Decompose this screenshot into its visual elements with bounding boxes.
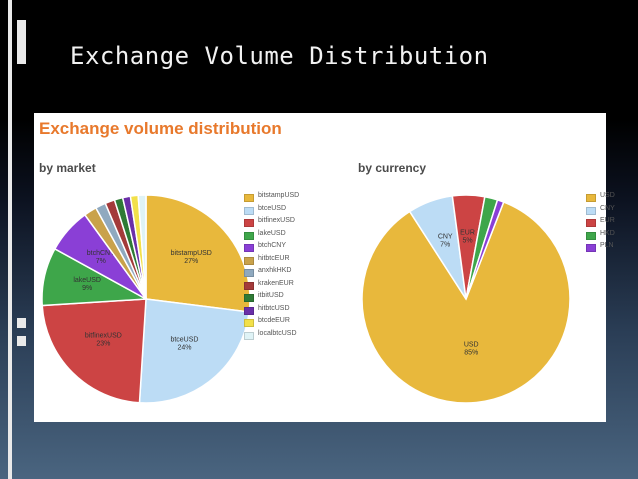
decor-block — [17, 336, 26, 346]
legend-swatch — [244, 194, 254, 202]
slice-data-label: btceUSD 24% — [170, 336, 198, 351]
pie-slice — [361, 201, 571, 404]
legend-label: bitstampUSD — [258, 192, 300, 199]
legend-swatch — [244, 281, 254, 290]
legend-label: btcdeEUR — [258, 317, 290, 324]
legend-label: btchCNY — [258, 242, 287, 249]
legend-label: HKD — [600, 229, 615, 237]
slice-data-label: EUR 5% — [460, 230, 475, 245]
decor-block — [17, 318, 26, 328]
pie-slice — [41, 298, 147, 404]
legend-label: anxhkHKD — [258, 267, 292, 274]
legend-swatch — [586, 231, 596, 240]
legend-label: hitbtcUSD — [258, 304, 290, 312]
legend-swatch — [244, 231, 254, 240]
legend-swatch — [244, 306, 254, 315]
slice-data-label: USD 85% — [464, 342, 479, 357]
legend-swatch — [586, 194, 596, 202]
legend-swatch — [586, 244, 596, 252]
legend-swatch — [244, 331, 254, 340]
slide-decoration — [0, 0, 28, 479]
currency-pie-chart: USD 85% CNY 7% EUR 5% — [361, 194, 571, 404]
legend-label: EUR — [600, 217, 615, 224]
pie-slice — [145, 194, 251, 313]
by-currency-label: by currency — [358, 161, 427, 175]
panel-title: Exchange volume distribution — [39, 119, 282, 138]
pie-slice — [137, 194, 147, 300]
legend-label: PLN — [600, 242, 614, 249]
legend-swatch — [244, 244, 254, 252]
legend-swatch — [244, 256, 254, 265]
legend-swatch — [244, 219, 254, 227]
legend-label: krakenEUR — [258, 279, 294, 287]
legend-label: hitbtcEUR — [258, 254, 290, 262]
legend-label: bitfinexUSD — [258, 217, 295, 224]
legend-label: CNY — [600, 204, 615, 212]
slice-data-label: bitstampUSD 27% — [171, 250, 212, 265]
decor-stripe — [8, 0, 12, 479]
slice-data-label: bitfinexUSD 23% — [85, 333, 122, 348]
legend-label: lakeUSD — [258, 229, 286, 237]
slide-title: Exchange Volume Distribution — [70, 42, 489, 70]
decor-block — [17, 20, 26, 64]
pie-slice — [138, 298, 251, 404]
legend-label: USD — [600, 192, 615, 199]
legend-swatch — [244, 294, 254, 302]
legend-label: itbitUSD — [258, 292, 284, 299]
legend-swatch — [244, 269, 254, 277]
legend-label: localbtcUSD — [258, 329, 297, 337]
slice-data-label: lakeUSD 9% — [73, 277, 101, 292]
legend-swatch — [244, 206, 254, 215]
slice-data-label: btchCNY 7% — [87, 250, 115, 265]
pie-slice — [465, 198, 505, 300]
slice-data-label: CNY 7% — [438, 233, 453, 248]
legend-label: btceUSD — [258, 204, 287, 212]
by-market-label: by market — [39, 161, 96, 175]
legend-swatch — [244, 319, 254, 327]
legend-swatch — [586, 219, 596, 227]
chart-panel: Exchange volume distribution by market b… — [34, 113, 615, 422]
legend-swatch — [586, 206, 596, 215]
market-pie-chart: bitstampUSD 27% btceUSD 24% bitfinexUSD 23% la… — [41, 194, 251, 404]
